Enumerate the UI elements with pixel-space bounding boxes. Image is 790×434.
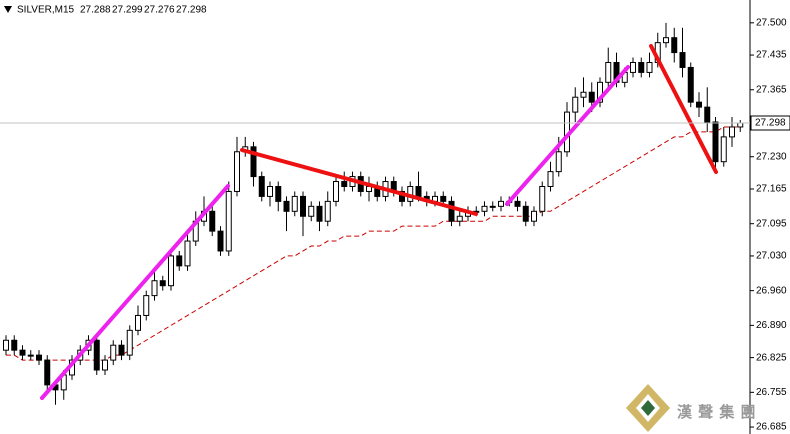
quote: 27.288: [80, 5, 111, 16]
y-tick-label: 27.030: [756, 251, 787, 262]
candle-body: [324, 200, 331, 222]
trend-line: [240, 148, 478, 216]
candle-body: [531, 210, 537, 222]
candle-body: [27, 354, 34, 357]
candle-body: [671, 37, 678, 54]
candle-body: [308, 205, 315, 217]
candle-body: [547, 171, 554, 187]
candle-body: [729, 126, 735, 138]
candle-body: [737, 122, 744, 128]
last-price-box: [750, 115, 790, 131]
candle-body: [679, 52, 686, 68]
trend-line: [505, 65, 630, 206]
trend-line: [649, 44, 718, 174]
candle-body: [283, 200, 290, 212]
candle-body: [663, 37, 669, 44]
watermark: 漢 聲 集 團: [677, 403, 757, 421]
y-tick-label: 26.960: [756, 285, 787, 296]
candle-body: [102, 359, 108, 371]
y-tick-label: 27.230: [756, 151, 787, 162]
candle-body: [291, 195, 298, 212]
candle-body: [151, 280, 158, 297]
trend-lines: [40, 44, 718, 400]
header: SILVER,M15 27.288 27.299 27.276 27.298: [4, 5, 207, 16]
candle-body: [481, 205, 488, 212]
y-tick-label: 27.365: [756, 84, 787, 95]
candle-body: [176, 255, 183, 267]
candle-body: [19, 349, 26, 356]
y-tick-label: 26.685: [756, 422, 787, 433]
candle-body: [498, 200, 504, 207]
candle-body: [539, 185, 546, 212]
candle-body: [448, 200, 455, 222]
symbol: SILVER,M15: [17, 5, 74, 16]
candle-body: [646, 61, 653, 73]
candle-body: [415, 185, 422, 197]
candle-body: [687, 66, 694, 103]
candle-body: [143, 295, 150, 316]
candle-body: [36, 354, 42, 361]
candle-body: [572, 96, 579, 113]
candle-body: [258, 176, 265, 197]
candle-body: [209, 210, 216, 232]
candle-body: [110, 344, 117, 361]
candle-body: [514, 200, 521, 207]
last-price-label: 27.298: [755, 118, 786, 129]
y-tick-label: 26.890: [756, 320, 787, 331]
candle-body: [217, 230, 224, 252]
candle-body: [3, 339, 9, 351]
y-tick-label: 26.755: [756, 387, 787, 398]
candle-body: [489, 205, 496, 208]
candle-body: [580, 91, 587, 98]
candle-body: [605, 61, 612, 83]
quote: 27.298: [176, 5, 207, 16]
y-tick-label: 26.825: [756, 352, 787, 363]
candle-body: [720, 136, 727, 163]
candle-body: [456, 215, 463, 222]
candle-body: [234, 151, 240, 192]
candle-body: [704, 106, 711, 123]
candle-body: [555, 151, 562, 173]
candle-body: [638, 61, 645, 73]
candle-body: [275, 185, 282, 202]
y-tick-label: 27.500: [756, 17, 787, 28]
candle-body: [11, 339, 18, 351]
candle-body: [93, 339, 100, 371]
trend-line: [40, 184, 230, 400]
candle-body: [159, 280, 166, 287]
candle-body: [184, 240, 191, 267]
candle-body: [597, 81, 603, 103]
logo: [626, 384, 670, 432]
y-tick-label: 27.165: [756, 184, 787, 195]
candle-body: [712, 121, 719, 163]
candle-body: [696, 101, 702, 108]
candle-body: [168, 255, 174, 287]
y-tick-label: 27.095: [756, 218, 787, 229]
candle-body: [44, 359, 51, 386]
candle-body: [630, 61, 636, 73]
quote: 27.299: [112, 5, 143, 16]
candle-body: [588, 91, 595, 103]
header-icon: [4, 6, 12, 13]
quote: 27.276: [144, 5, 175, 16]
candle-body: [522, 205, 529, 222]
y-tick-label: 27.435: [756, 50, 787, 61]
candle-body: [316, 205, 323, 222]
candle-body: [267, 185, 273, 197]
candle-body: [135, 314, 141, 331]
candle-body: [341, 181, 348, 187]
candle-body: [250, 146, 257, 178]
candle-body: [225, 190, 232, 252]
candle-body: [333, 181, 339, 202]
candle-body: [300, 195, 306, 217]
candle-body: [440, 195, 447, 202]
plot: [3, 22, 744, 405]
candle-body: [126, 329, 133, 356]
candle-body: [118, 344, 125, 356]
moving-average: [6, 126, 741, 361]
